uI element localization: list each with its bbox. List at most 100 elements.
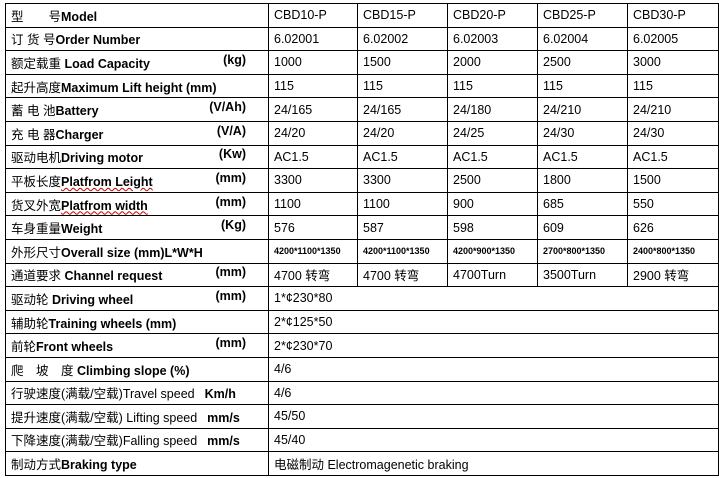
label-cn: 订 货 号 [11, 33, 56, 48]
row-label: 蓄 电 池Battery (V/Ah) [5, 97, 269, 122]
label-cn: 驱动电机 [11, 151, 62, 166]
value-cell: 24/165 [357, 97, 448, 122]
value-cell: 1500 [627, 168, 719, 193]
row-label: 货叉外宽Platfrom width (mm) [5, 191, 269, 217]
row-label: 通道要求 Channel request (mm) [5, 262, 269, 288]
table-row: 起升高度Maximum Lift height (mm) 115 115 115 115… [5, 73, 719, 99]
value-cell: 4/6 [268, 380, 719, 406]
table-row: 蓄 电 池Battery (V/Ah) 24/165 24/165 24/180 24/2… [5, 97, 719, 122]
table-row: 提升速度(满载/空载) Lifting speed mm/s 45/50 [5, 404, 719, 429]
label-cn: 外形尺寸 [11, 245, 62, 260]
value-cell: 115 [268, 73, 358, 99]
value-cell: 6.02004 [537, 26, 628, 52]
value-cell: 2400*800*1350 [627, 238, 719, 264]
row-label: 型 号Model [5, 3, 269, 28]
label-cn: 充 电 器 [11, 127, 56, 142]
value-cell: 2000 [447, 50, 538, 75]
label-unit: (mm) [215, 265, 246, 280]
value-cell: 24/30 [537, 120, 628, 146]
label-en: Lifting speed [122, 410, 198, 425]
label-en: Front wheels [36, 340, 114, 355]
label-en: Channel request [61, 269, 163, 284]
value-cell: 2*¢125*50 [268, 309, 719, 335]
value-cell: 45/40 [268, 427, 719, 453]
row-label: 行驶速度(满载/空载)Travel speed Km/h [5, 380, 269, 406]
value-cell: 576 [268, 215, 358, 240]
label-cn: 下降速度(满载/空载) [11, 434, 123, 449]
label-unit: mm/s [207, 410, 240, 425]
value-cell: 3300 [268, 168, 358, 193]
row-label: 驱动电机Driving motor (Kw) [5, 144, 269, 170]
table-row: 货叉外宽Platfrom width (mm) 1100 1100 900 685 550 [5, 191, 719, 217]
value-cell: 1*¢230*80 [268, 286, 719, 311]
table-row: 前轮Front wheels (mm) 2*¢230*70 [5, 333, 719, 358]
value-cell: 4200*1100*1350 [268, 238, 358, 264]
label-cn: 爬 坡 度 [11, 363, 74, 378]
value-cell: 1000 [268, 50, 358, 75]
value-cell: 4200*1100*1350 [357, 238, 448, 264]
value-cell: 4700 转弯 [268, 262, 358, 288]
row-label: 爬 坡 度 Climbing slope (%) [5, 356, 269, 382]
table-row: 平板长度Platfrom Leight (mm) 3300 3300 2500 1800 1… [5, 168, 719, 193]
value-cell: 2700*800*1350 [537, 238, 628, 264]
label-unit: (V/Ah) [209, 100, 246, 115]
value-cell: 2*¢230*70 [268, 333, 719, 358]
row-label: 起升高度Maximum Lift height (mm) [5, 73, 269, 99]
value-cell: 1500 [357, 50, 448, 75]
value-cell: 6.02005 [627, 26, 719, 52]
row-label: 订 货 号Order Number [5, 26, 269, 52]
label-cn: 起升高度 [11, 80, 62, 95]
label-unit: Km/h [204, 387, 236, 402]
table-row: 制动方式Braking type 电磁制动 Electromagenetic br… [5, 451, 719, 476]
label-en: Charger [55, 127, 104, 142]
table-row: 行驶速度(满载/空载)Travel speed Km/h 4/6 [5, 380, 719, 406]
value-cell: 6.02003 [447, 26, 538, 52]
row-label: 下降速度(满载/空载)Falling speed mm/s [5, 427, 269, 453]
label-cn: 货叉外宽 [11, 198, 62, 213]
label-en: Order Number [55, 33, 141, 48]
value-cell: 550 [627, 191, 719, 217]
label-cn: 制动方式 [11, 458, 62, 473]
label-en: Load Capacity [61, 56, 150, 71]
row-label: 充 电 器Charger (V/A) [5, 120, 269, 146]
value-cell: 45/50 [268, 404, 719, 429]
table-row: 额定载重 Load Capacity (kg) 1000 1500 2000 2500 30… [5, 50, 719, 75]
label-en: Platfrom Leight [61, 174, 153, 189]
value-cell: 3500Turn [537, 262, 628, 288]
value-cell: 1100 [357, 191, 448, 217]
value-cell: CBD30-P [627, 3, 719, 28]
label-en: Maximum Lift height (mm) [61, 80, 217, 95]
label-en: Travel speed [122, 387, 195, 402]
value-cell: 2500 [447, 168, 538, 193]
value-cell: 电磁制动 Electromagenetic braking [268, 451, 719, 476]
label-cn: 前轮 [11, 340, 37, 355]
label-cn: 额定载重 [11, 56, 62, 71]
value-cell: 24/25 [447, 120, 538, 146]
label-unit: (Kg) [221, 218, 246, 233]
label-cn: 行驶速度(满载/空载) [11, 387, 123, 402]
value-cell: 24/20 [268, 120, 358, 146]
value-cell: CBD20-P [447, 3, 538, 28]
label-cn: 车身重量 [11, 222, 62, 237]
value-cell: 24/30 [627, 120, 719, 146]
row-label: 辅助轮Training wheels (mm) [5, 309, 269, 335]
table-row: 车身重量Weight (Kg) 576 587 598 609 626 [5, 215, 719, 240]
label-en: Weight [61, 222, 103, 237]
row-label: 驱动轮 Driving wheel (mm) [5, 286, 269, 311]
row-label: 额定载重 Load Capacity (kg) [5, 50, 269, 75]
table-row: 驱动轮 Driving wheel (mm) 1*¢230*80 [5, 286, 719, 311]
table-row: 充 电 器Charger (V/A) 24/20 24/20 24/25 24/30 24/… [5, 120, 719, 146]
value-cell: 4700 转弯 [357, 262, 448, 288]
value-cell: 24/180 [447, 97, 538, 122]
label-en: Climbing slope (%) [73, 363, 190, 378]
label-en: Model [61, 9, 98, 24]
table-row: 型 号Model CBD10-P CBD15-P CBD20-P CBD25-P CBD3… [5, 3, 719, 28]
value-cell: AC1.5 [268, 144, 358, 170]
value-cell: 2900 转弯 [627, 262, 719, 288]
label-unit: (mm) [215, 194, 246, 209]
value-cell: 4200*900*1350 [447, 238, 538, 264]
label-unit: (V/A) [216, 123, 246, 138]
label-cn: 蓄 电 池 [11, 104, 56, 119]
label-en: Platfrom width [61, 198, 148, 213]
row-label: 外形尺寸Overall size (mm)L*W*H [5, 238, 269, 264]
